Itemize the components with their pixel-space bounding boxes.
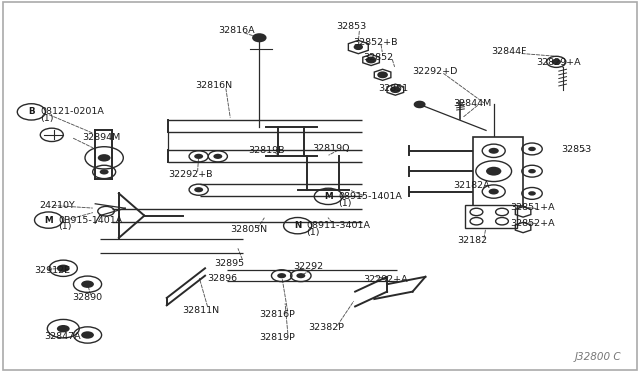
Circle shape (552, 60, 560, 64)
Text: 32890: 32890 (72, 293, 102, 302)
Text: 32844F: 32844F (491, 47, 527, 56)
Text: J32800 C: J32800 C (575, 352, 621, 362)
Circle shape (277, 273, 286, 278)
Text: 32847A: 32847A (44, 331, 81, 341)
Circle shape (378, 72, 387, 77)
Circle shape (194, 187, 203, 192)
Circle shape (415, 102, 425, 108)
Text: 32292: 32292 (293, 262, 323, 271)
Text: 32292+B: 32292+B (169, 170, 213, 179)
Circle shape (213, 154, 222, 159)
Text: 32852+B: 32852+B (353, 38, 397, 47)
Circle shape (367, 57, 376, 62)
Text: 32896: 32896 (207, 274, 237, 283)
Circle shape (57, 264, 70, 272)
Circle shape (488, 189, 499, 195)
Text: (1): (1) (306, 228, 319, 237)
Text: B: B (28, 108, 35, 116)
Text: 32816N: 32816N (195, 81, 232, 90)
Circle shape (528, 169, 536, 173)
Text: 32816A: 32816A (218, 26, 255, 35)
Text: (1): (1) (338, 199, 351, 208)
Text: 32852: 32852 (364, 52, 394, 61)
Text: 08121-0201A: 08121-0201A (40, 108, 104, 116)
Text: M: M (324, 192, 333, 201)
Text: 32382P: 32382P (308, 323, 344, 332)
Text: 32805N: 32805N (230, 225, 268, 234)
Text: 32829+A: 32829+A (536, 58, 580, 67)
Text: 0B915-1401A: 0B915-1401A (58, 216, 122, 225)
Circle shape (355, 45, 362, 49)
Text: 32894M: 32894M (83, 132, 121, 142)
Circle shape (528, 147, 536, 151)
Circle shape (57, 325, 70, 333)
Circle shape (81, 331, 94, 339)
Text: 32819P: 32819P (259, 333, 295, 342)
Circle shape (296, 273, 305, 278)
Text: 24210Y: 24210Y (39, 201, 75, 210)
Text: 32912E: 32912E (34, 266, 70, 275)
Circle shape (486, 167, 501, 176)
Text: 32811N: 32811N (182, 306, 220, 315)
Text: 32844M: 32844M (453, 99, 491, 108)
Circle shape (81, 280, 94, 288)
FancyBboxPatch shape (473, 137, 523, 206)
Circle shape (391, 87, 400, 92)
Text: 32182: 32182 (458, 236, 488, 246)
Text: 32851: 32851 (378, 84, 408, 93)
Circle shape (194, 154, 203, 159)
Text: 32853: 32853 (336, 22, 366, 31)
Circle shape (528, 191, 536, 196)
Circle shape (100, 169, 109, 174)
Text: 08915-1401A: 08915-1401A (338, 192, 402, 201)
Text: 32852+A: 32852+A (510, 219, 555, 228)
Text: 32816P: 32816P (259, 311, 295, 320)
Text: 32819Q: 32819Q (312, 144, 350, 153)
Text: 32851+A: 32851+A (510, 203, 555, 212)
Circle shape (253, 34, 266, 41)
Text: 32292+A: 32292+A (364, 275, 408, 284)
Text: M: M (44, 216, 53, 225)
Text: 08911-3401A: 08911-3401A (306, 221, 370, 230)
Text: (1): (1) (58, 222, 72, 231)
Text: 32182A: 32182A (453, 181, 490, 190)
Text: 32292+D: 32292+D (413, 67, 458, 76)
FancyBboxPatch shape (465, 205, 516, 228)
Text: 32819B: 32819B (248, 146, 285, 155)
Circle shape (488, 148, 499, 154)
Text: (1): (1) (40, 114, 54, 123)
Text: 32853: 32853 (561, 145, 591, 154)
Text: N: N (294, 221, 301, 230)
Text: 32895: 32895 (214, 259, 244, 267)
Circle shape (98, 154, 111, 161)
